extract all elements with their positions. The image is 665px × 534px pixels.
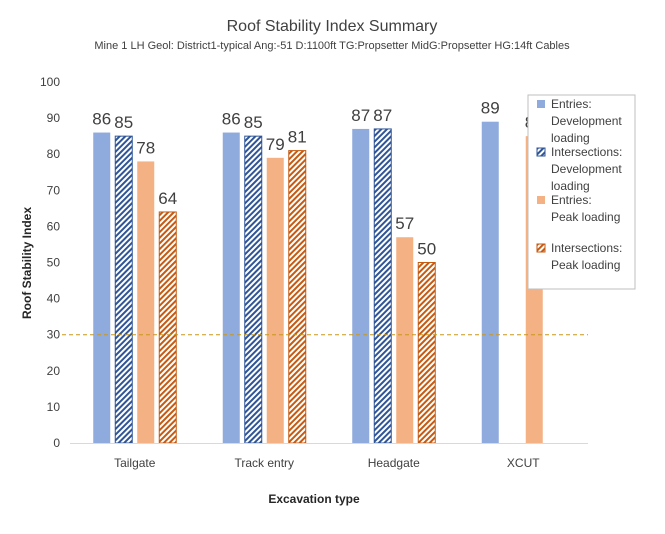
bars (93, 121, 543, 444)
y-tick-label: 60 (47, 219, 61, 233)
data-label: 85 (114, 113, 133, 132)
legend-swatch (537, 196, 545, 204)
legend-label: Intersections: (551, 241, 622, 255)
bar-xcut-series-0 (481, 121, 499, 444)
legend-label: Development (551, 162, 622, 176)
x-tick-label: Tailgate (114, 456, 156, 470)
legend-swatch (536, 147, 546, 157)
bar-tailgate-series-2 (137, 161, 155, 444)
data-label: 78 (136, 138, 155, 157)
data-label: 50 (417, 240, 436, 259)
legend-label: Entries: (551, 97, 592, 111)
bar-tailgate-series-1 (114, 135, 133, 444)
legend-label: loading (551, 179, 590, 193)
y-tick-label: 20 (47, 364, 61, 378)
bar-headgate-series-1 (373, 128, 392, 444)
bar-track-entry-series-1 (244, 135, 263, 444)
legend-label: Development (551, 114, 622, 128)
y-tick-label: 40 (47, 292, 61, 306)
bar-track-entry-series-3 (288, 150, 307, 444)
legend-swatch (537, 100, 545, 108)
chart-title: Roof Stability Index Summary (227, 18, 438, 35)
legend-label: Peak loading (551, 210, 620, 224)
data-label: 87 (373, 106, 392, 125)
legend: Entries:DevelopmentloadingIntersections:… (527, 94, 636, 290)
bar-track-entry-series-2 (266, 157, 284, 443)
y-tick-label: 30 (47, 328, 61, 342)
x-tick-label: XCUT (507, 456, 540, 470)
x-axis-label: Excavation type (268, 492, 360, 506)
legend-label: Peak loading (551, 258, 620, 272)
y-tick-label: 70 (47, 183, 61, 197)
legend-label: Entries: (551, 193, 592, 207)
bar-tailgate-series-3 (158, 211, 177, 444)
bar-headgate-series-0 (352, 128, 370, 443)
data-label: 57 (395, 214, 414, 233)
data-label: 86 (222, 110, 241, 129)
legend-swatch (536, 243, 546, 253)
data-label: 89 (481, 99, 500, 118)
y-tick-label: 80 (47, 147, 61, 161)
bar-headgate-series-3 (417, 262, 436, 444)
x-tick-label: Headgate (368, 456, 420, 470)
data-label: 79 (266, 135, 285, 154)
y-tick-label: 100 (40, 75, 60, 89)
y-tick-label: 0 (53, 436, 60, 450)
chart-subtitle: Mine 1 LH Geol: District1-typical Ang:-5… (94, 40, 570, 52)
y-axis: 0 10 20 30 40 50 60 70 80 90 100 (40, 75, 60, 450)
y-tick-label: 50 (47, 256, 61, 270)
x-axis: Tailgate Track entry Headgate XCUT (70, 443, 588, 470)
y-tick-label: 90 (47, 111, 61, 125)
data-label: 64 (158, 189, 177, 208)
y-tick-label: 10 (47, 400, 61, 414)
x-tick-label: Track entry (234, 456, 294, 470)
bar-headgate-series-2 (396, 237, 414, 443)
bar-tailgate-series-0 (93, 132, 111, 444)
legend-label: loading (551, 131, 590, 145)
data-label: 85 (244, 113, 263, 132)
legend-label: Intersections: (551, 145, 622, 159)
bar-track-entry-series-0 (222, 132, 240, 444)
data-label: 81 (288, 128, 307, 147)
data-label: 86 (92, 110, 111, 129)
data-label: 87 (351, 106, 370, 125)
legend-box (527, 94, 636, 290)
y-axis-label: Roof Stability Index (20, 207, 34, 319)
